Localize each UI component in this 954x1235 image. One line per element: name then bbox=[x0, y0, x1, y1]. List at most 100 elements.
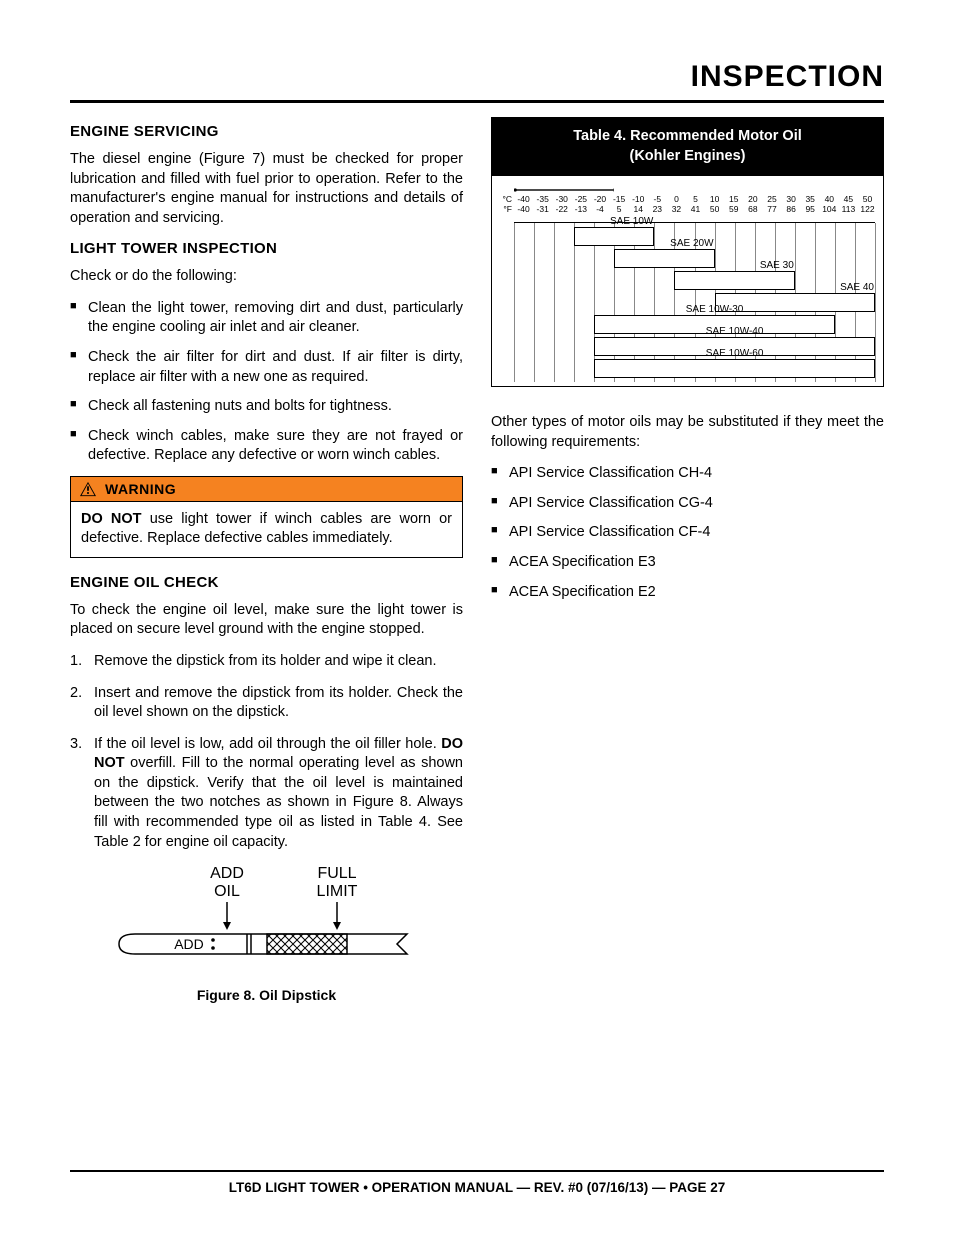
tick-c: 20 bbox=[743, 194, 762, 204]
tick-c: 35 bbox=[801, 194, 820, 204]
step3-c: overfill. Fill to the normal operating l… bbox=[94, 755, 463, 849]
gridline bbox=[554, 223, 555, 382]
right-column: Table 4. Recommended Motor Oil (Kohler E… bbox=[491, 117, 884, 1003]
step3-a: If the oil level is low, add oil through… bbox=[94, 736, 441, 752]
step-item: Insert and remove the dipstick from its … bbox=[70, 684, 463, 723]
tick-f: 95 bbox=[801, 204, 820, 214]
oil-bar: SAE 20W bbox=[614, 249, 714, 268]
list-item: Check all fastening nuts and bolts for t… bbox=[70, 397, 463, 417]
engine-oil-steps: Remove the dipstick from its holder and … bbox=[70, 652, 463, 852]
dipstick-diagram: ADD OIL FULL LIMIT ADD bbox=[117, 864, 417, 974]
tick-f: 32 bbox=[667, 204, 686, 214]
tick-c: -10 bbox=[629, 194, 648, 204]
tick-c: 45 bbox=[839, 194, 858, 204]
warning-label: WARNING bbox=[105, 481, 176, 497]
substitutes-list: API Service Classification CH-4 API Serv… bbox=[491, 464, 884, 602]
oil-bar-label: SAE 20W bbox=[666, 238, 713, 249]
tick-f: -13 bbox=[571, 204, 590, 214]
tick-f: 113 bbox=[839, 204, 858, 214]
step-item: If the oil level is low, add oil through… bbox=[70, 735, 463, 852]
light-tower-list: Clean the light tower, removing dirt and… bbox=[70, 299, 463, 466]
tick-f: 77 bbox=[762, 204, 781, 214]
warning-header: WARNING bbox=[71, 477, 462, 502]
figure-8-caption: Figure 8. Oil Dipstick bbox=[70, 987, 463, 1003]
oil-bar: SAE 30 bbox=[674, 271, 794, 290]
tick-f: 23 bbox=[648, 204, 667, 214]
tick-f: -40 bbox=[514, 204, 533, 214]
oil-bar-label: SAE 10W-60 bbox=[706, 348, 764, 359]
tick-c: -40 bbox=[514, 194, 533, 204]
gridline bbox=[875, 223, 876, 382]
svg-text:LIMIT: LIMIT bbox=[316, 883, 357, 900]
oil-bar: SAE 10W bbox=[574, 227, 654, 246]
celsius-label: °C bbox=[492, 194, 514, 204]
oil-bar-label: SAE 10W-40 bbox=[706, 326, 764, 337]
engine-oil-intro: To check the engine oil level, make sure… bbox=[70, 601, 463, 640]
list-item: Check the air filter for dirt and dust. … bbox=[70, 348, 463, 387]
page-footer: LT6D LIGHT TOWER • OPERATION MANUAL — RE… bbox=[70, 1170, 884, 1195]
tick-c: -15 bbox=[610, 194, 629, 204]
warning-body: DO NOT use light tower if winch cables a… bbox=[71, 502, 462, 557]
list-item: Check winch cables, make sure they are n… bbox=[70, 427, 463, 466]
oil-grid: SAE 10W SAE 20W SAE 30 SAE 40 SAE 10W-30 SAE … bbox=[514, 222, 875, 382]
list-item: Clean the light tower, removing dirt and… bbox=[70, 299, 463, 338]
svg-text:ADD: ADD bbox=[210, 865, 244, 882]
step-item: Remove the dipstick from its holder and … bbox=[70, 652, 463, 672]
tick-f: 50 bbox=[705, 204, 724, 214]
gridline bbox=[574, 223, 575, 382]
list-item: API Service Classification CG-4 bbox=[491, 494, 884, 514]
warning-triangle-icon bbox=[79, 481, 97, 497]
tick-c: -20 bbox=[590, 194, 609, 204]
list-item: API Service Classification CF-4 bbox=[491, 523, 884, 543]
tick-f: 68 bbox=[743, 204, 762, 214]
tick-c: 50 bbox=[858, 194, 877, 204]
list-item: ACEA Specification E3 bbox=[491, 553, 884, 573]
svg-text:FULL: FULL bbox=[317, 865, 356, 882]
tick-c: 0 bbox=[667, 194, 686, 204]
tick-f: 41 bbox=[686, 204, 705, 214]
tick-c: -35 bbox=[533, 194, 552, 204]
engine-servicing-text: The diesel engine (Figure 7) must be che… bbox=[70, 150, 463, 228]
table-4-title-l1: Table 4. Recommended Motor Oil bbox=[499, 127, 876, 147]
oil-bar-label: SAE 40 bbox=[836, 282, 874, 293]
oil-bar-label: SAE 10W bbox=[606, 216, 653, 227]
light-tower-head: LIGHT TOWER INSPECTION bbox=[70, 240, 463, 257]
tick-f: 5 bbox=[610, 204, 629, 214]
page-title: INSPECTION bbox=[70, 60, 884, 94]
substitutes-intro: Other types of motor oils may be substit… bbox=[491, 413, 884, 452]
tick-c: -25 bbox=[571, 194, 590, 204]
tick-f: -22 bbox=[552, 204, 571, 214]
tick-f: -31 bbox=[533, 204, 552, 214]
content-columns: ENGINE SERVICING The diesel engine (Figu… bbox=[70, 117, 884, 1003]
tick-c: -30 bbox=[552, 194, 571, 204]
engine-oil-head: ENGINE OIL CHECK bbox=[70, 574, 463, 591]
engine-servicing-head: ENGINE SERVICING bbox=[70, 123, 463, 140]
tick-c: 10 bbox=[705, 194, 724, 204]
oil-bar-label: SAE 10W-30 bbox=[686, 304, 744, 315]
left-column: ENGINE SERVICING The diesel engine (Figu… bbox=[70, 117, 463, 1003]
oil-bar: SAE 10W-60 bbox=[594, 359, 875, 378]
tick-f: 14 bbox=[629, 204, 648, 214]
gridline bbox=[514, 223, 515, 382]
tick-f: 59 bbox=[724, 204, 743, 214]
table-4-title-l2: (Kohler Engines) bbox=[499, 147, 876, 167]
tick-c: 25 bbox=[762, 194, 781, 204]
tick-c: 40 bbox=[820, 194, 839, 204]
warning-box: WARNING DO NOT use light tower if winch … bbox=[70, 476, 463, 558]
tick-c: 15 bbox=[724, 194, 743, 204]
temperature-scale: °C -40-35-30-25-20-15-10-505101520253035… bbox=[492, 194, 883, 214]
list-item: API Service Classification CH-4 bbox=[491, 464, 884, 484]
tick-c: 30 bbox=[782, 194, 801, 204]
table-4-header: Table 4. Recommended Motor Oil (Kohler E… bbox=[491, 117, 884, 176]
thermometer-icon bbox=[514, 188, 614, 192]
tick-c: 5 bbox=[686, 194, 705, 204]
list-item: ACEA Specification E2 bbox=[491, 583, 884, 603]
tick-f: 86 bbox=[782, 204, 801, 214]
light-tower-intro: Check or do the following: bbox=[70, 267, 463, 287]
tick-f: -4 bbox=[590, 204, 609, 214]
tick-f: 104 bbox=[820, 204, 839, 214]
svg-text:OIL: OIL bbox=[214, 883, 240, 900]
figure-8: ADD OIL FULL LIMIT ADD bbox=[70, 864, 463, 1003]
svg-text:ADD: ADD bbox=[174, 936, 204, 952]
oil-bar-label: SAE 30 bbox=[756, 260, 794, 271]
